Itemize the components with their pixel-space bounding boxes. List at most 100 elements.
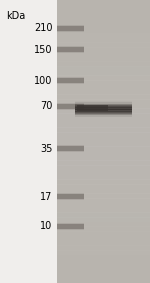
Bar: [57, 83, 84, 84]
Bar: [57, 137, 150, 142]
Bar: [57, 260, 150, 265]
Bar: [57, 78, 84, 83]
Bar: [75, 113, 132, 114]
Bar: [57, 160, 150, 166]
Bar: [57, 42, 150, 48]
Bar: [0, 0, 57, 283]
Bar: [75, 109, 132, 110]
Bar: [57, 127, 150, 133]
Bar: [57, 99, 150, 104]
Bar: [57, 123, 150, 128]
Bar: [57, 0, 150, 5]
Bar: [57, 170, 150, 175]
Bar: [57, 26, 84, 31]
Bar: [57, 61, 150, 67]
Bar: [57, 38, 150, 43]
Bar: [57, 28, 150, 34]
Bar: [57, 255, 150, 260]
Bar: [57, 80, 150, 85]
Bar: [57, 76, 150, 81]
Bar: [57, 85, 150, 90]
Bar: [57, 5, 150, 10]
Bar: [75, 105, 132, 106]
Bar: [57, 175, 150, 180]
Bar: [57, 278, 150, 283]
Bar: [57, 203, 150, 208]
Bar: [57, 269, 150, 274]
Bar: [57, 179, 150, 185]
Text: 70: 70: [40, 101, 52, 111]
Bar: [57, 0, 150, 283]
Bar: [75, 112, 132, 113]
Bar: [57, 23, 150, 29]
Bar: [57, 66, 150, 71]
Text: 35: 35: [40, 143, 52, 154]
Bar: [75, 111, 132, 112]
Bar: [57, 118, 150, 123]
Bar: [75, 101, 132, 102]
Bar: [75, 115, 132, 116]
Bar: [57, 104, 84, 109]
Bar: [75, 106, 132, 107]
Bar: [57, 184, 150, 189]
Bar: [57, 224, 84, 229]
Text: 10: 10: [40, 221, 52, 231]
Bar: [75, 116, 132, 117]
Bar: [57, 25, 84, 26]
Bar: [57, 71, 150, 76]
Bar: [57, 145, 84, 146]
Bar: [57, 9, 150, 15]
Bar: [57, 108, 150, 114]
Bar: [57, 146, 84, 151]
Bar: [57, 229, 84, 230]
Bar: [57, 94, 150, 100]
Bar: [75, 107, 132, 108]
Bar: [57, 52, 150, 57]
Bar: [75, 104, 132, 105]
Bar: [57, 223, 84, 224]
Bar: [57, 194, 84, 199]
Bar: [75, 103, 132, 104]
Bar: [76, 105, 108, 111]
Bar: [57, 193, 150, 199]
Bar: [57, 90, 150, 95]
Bar: [57, 165, 150, 170]
Bar: [57, 241, 150, 246]
Bar: [75, 110, 132, 111]
Bar: [57, 47, 150, 52]
Bar: [57, 199, 84, 200]
Text: 210: 210: [34, 23, 52, 33]
Text: 100: 100: [34, 76, 52, 86]
Bar: [57, 207, 150, 213]
Bar: [57, 31, 84, 32]
Bar: [57, 52, 84, 53]
Bar: [57, 77, 84, 78]
Bar: [75, 102, 132, 103]
Bar: [57, 132, 150, 137]
Bar: [57, 231, 150, 236]
Bar: [57, 146, 150, 151]
Bar: [57, 57, 150, 62]
Bar: [57, 103, 84, 104]
Bar: [57, 113, 150, 119]
Bar: [57, 19, 150, 24]
Bar: [75, 111, 132, 112]
Bar: [57, 142, 150, 147]
Bar: [57, 250, 150, 255]
Bar: [57, 236, 150, 241]
Bar: [75, 109, 132, 110]
Bar: [57, 264, 150, 269]
Bar: [75, 116, 132, 117]
Text: 17: 17: [40, 192, 52, 202]
Bar: [57, 189, 150, 194]
Bar: [57, 245, 150, 250]
Text: kDa: kDa: [6, 11, 25, 21]
Bar: [75, 102, 132, 103]
Bar: [57, 151, 84, 152]
Bar: [57, 217, 150, 222]
Bar: [75, 114, 132, 115]
Bar: [57, 226, 150, 232]
Bar: [57, 104, 150, 109]
Bar: [75, 115, 132, 116]
Bar: [57, 212, 150, 218]
